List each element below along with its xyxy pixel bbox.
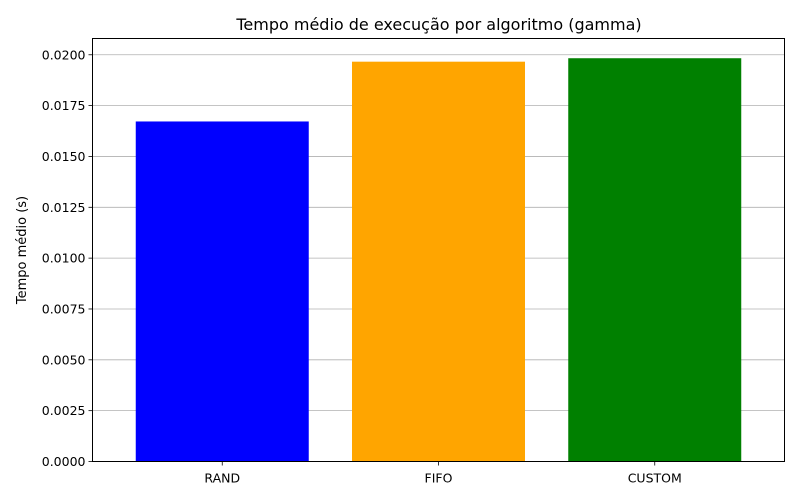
bar-custom: [568, 58, 742, 462]
bars: [135, 58, 742, 462]
x-tick-label: FIFO: [425, 471, 453, 486]
x-tick-label: RAND: [204, 471, 240, 486]
bar-fifo: [352, 61, 525, 462]
plot-frame: [92, 38, 785, 462]
y-tick-label: 0.0125: [42, 200, 86, 215]
y-tick-label: 0.0150: [42, 149, 86, 164]
chart-title: Tempo médio de execução por algoritmo (g…: [235, 15, 641, 34]
y-tick-label: 0.0175: [42, 98, 86, 113]
y-tick-label: 0.0200: [42, 47, 86, 62]
y-tick-label: 0.0025: [42, 403, 86, 418]
x-tick-label: CUSTOM: [628, 471, 682, 486]
bar-rand: [135, 121, 309, 462]
y-tick-label: 0.0000: [42, 454, 86, 469]
y-tick-label: 0.0075: [42, 301, 86, 316]
y-axis-label: Tempo médio (s): [15, 196, 30, 305]
x-axis-ticks: RAND FIFO CUSTOM: [204, 461, 682, 486]
y-tick-label: 0.0100: [42, 251, 86, 266]
y-tick-label: 0.0050: [42, 352, 86, 367]
y-axis-ticks: 0.0000 0.0025 0.0050 0.0075 0.0100 0.0125 0.01…: [42, 47, 93, 469]
